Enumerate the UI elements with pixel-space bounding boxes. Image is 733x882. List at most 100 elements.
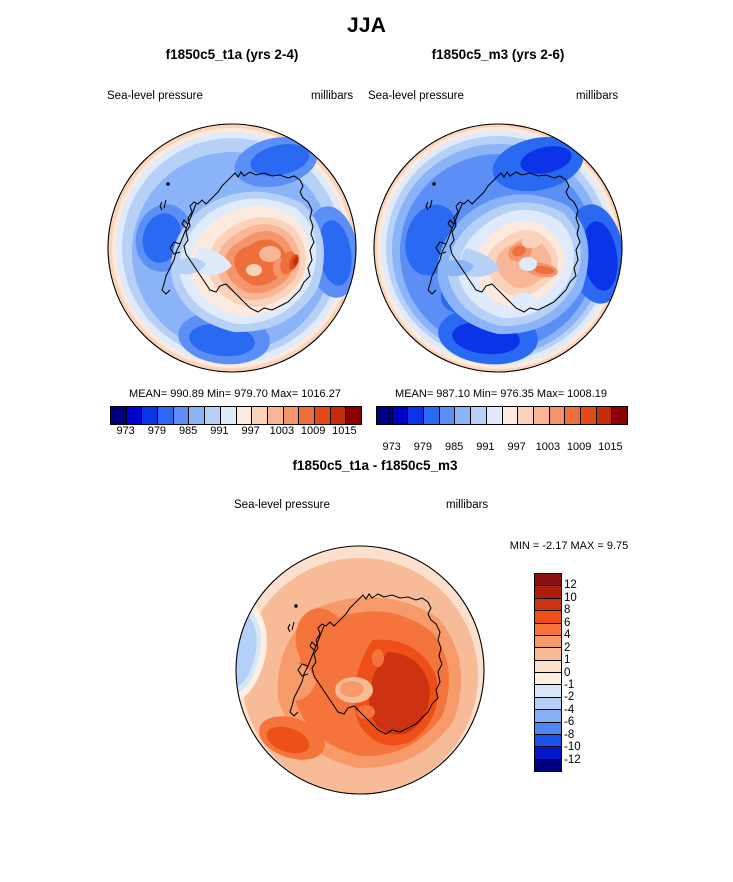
- colorbar-tick-label: 985: [178, 425, 198, 437]
- colorbar-segment: [580, 407, 597, 424]
- colorbar-tick-label: 1: [564, 654, 571, 667]
- map-panel-left: [104, 120, 360, 382]
- colorbar-segment: [189, 407, 206, 424]
- colorbar-tick-label: 1009: [300, 425, 326, 437]
- colorbar-segment: [330, 407, 347, 424]
- colorbar-segment: [314, 407, 331, 424]
- colorbar-segment: [267, 407, 284, 424]
- colorbar-tick-label: -12: [564, 753, 581, 766]
- colorbar-right-labels: 973 979 985 991 997 1003 1009 1015: [376, 441, 626, 457]
- map-boundary-left: [107, 123, 357, 373]
- colorbar-tick-label: -2: [564, 691, 575, 704]
- coastline-left: [159, 171, 315, 313]
- colorbar-tick-label: -1: [564, 678, 575, 691]
- colorbar-segment: [299, 407, 315, 424]
- colorbar-tick-label: 2: [564, 641, 571, 654]
- colorbar-segment: [283, 407, 300, 424]
- colorbar-tick-label: 6: [564, 616, 571, 629]
- colorbar-tick-label: -4: [564, 703, 575, 716]
- colorbar-segment: [252, 407, 268, 424]
- colorbar-segment: [158, 407, 174, 424]
- colorbar-left: [110, 406, 362, 425]
- colorbar-diff-labels: 12 10 8 6 4 2 1 0 -1 -2 -4 -6 -8 -10 -12: [564, 573, 604, 772]
- colorbar-segment: [535, 710, 561, 723]
- colorbar-segment: [205, 407, 221, 424]
- map-panel-diff: [232, 542, 488, 804]
- panel-title-right: f1850c5_m3 (yrs 2-6): [431, 47, 565, 62]
- colorbar-segment: [173, 407, 190, 424]
- colorbar-segment: [535, 697, 561, 711]
- colorbar-tick-label: 985: [444, 441, 464, 453]
- colorbar-segment: [346, 407, 361, 424]
- colorbar-segment: [535, 623, 561, 636]
- unit-label-right: millibars: [576, 90, 619, 102]
- variable-label-right: Sea-level pressure: [368, 90, 464, 102]
- colorbar-right: [376, 406, 628, 425]
- colorbar-segment: [535, 759, 561, 771]
- colorbar-tick-label: 1015: [332, 425, 357, 437]
- polar-map-diff: [235, 545, 485, 795]
- map-fill-right: [374, 124, 622, 372]
- colorbar-segment: [535, 673, 561, 686]
- map-fill-diff: [236, 546, 484, 794]
- colorbar-segment: [596, 407, 613, 424]
- colorbar-segment: [236, 407, 253, 424]
- colorbar-segment: [549, 407, 566, 424]
- colorbar-segment: [535, 598, 561, 612]
- colorbar-tick-label: 997: [241, 425, 260, 437]
- colorbar-tick-label: -6: [564, 716, 575, 729]
- colorbar-segment: [535, 648, 561, 661]
- stats-right: MEAN= 987.10 Min= 976.35 Max= 1008.19: [395, 388, 607, 400]
- page-title: JJA: [346, 14, 387, 37]
- colorbar-segment: [424, 407, 440, 424]
- colorbar-segment: [455, 407, 472, 424]
- colorbar-segment: [502, 407, 519, 424]
- colorbar-segment: [486, 407, 503, 424]
- colorbar-tick-label: -10: [564, 741, 581, 754]
- colorbar-segment: [392, 407, 409, 424]
- colorbar-tick-label: 1015: [598, 441, 623, 453]
- colorbar-tick-label: 973: [382, 441, 401, 453]
- colorbar-segment: [535, 635, 561, 649]
- colorbar-tick-label: -8: [564, 728, 575, 741]
- colorbar-segment: [612, 407, 627, 424]
- colorbar-tick-label: 8: [564, 604, 571, 617]
- map-boundary-right: [373, 123, 623, 373]
- colorbar-tick-label: 991: [476, 441, 495, 453]
- colorbar-segment: [377, 407, 393, 424]
- stats-diff: MIN = -2.17 MAX = 9.75: [509, 540, 629, 552]
- polar-map-right: [373, 123, 623, 373]
- colorbar-segment: [535, 611, 561, 624]
- variable-label-diff: Sea-level pressure: [234, 499, 330, 511]
- colorbar-segment: [533, 407, 550, 424]
- colorbar-tick-label: 991: [210, 425, 229, 437]
- colorbar-segment: [535, 574, 561, 587]
- colorbar-tick-label: 4: [564, 629, 571, 642]
- colorbar-tick-label: 1003: [269, 425, 295, 437]
- colorbar-diff: [534, 573, 562, 772]
- colorbar-tick-label: 10: [564, 591, 577, 604]
- panel-title-left: f1850c5_t1a (yrs 2-4): [165, 47, 299, 62]
- map-fill-left: [108, 124, 356, 372]
- colorbar-tick-label: 0: [564, 666, 571, 679]
- unit-label-diff: millibars: [446, 499, 489, 511]
- colorbar-segment: [535, 660, 561, 673]
- map-boundary-diff: [235, 545, 485, 795]
- colorbar-tick-label: 1003: [535, 441, 561, 453]
- colorbar-segment: [565, 407, 581, 424]
- colorbar-segment: [439, 407, 456, 424]
- colorbar-segment: [535, 734, 561, 748]
- colorbar-segment: [518, 407, 534, 424]
- colorbar-left-labels: 973 979 985 991 997 1003 1009 1015: [110, 425, 360, 441]
- colorbar-segment: [142, 407, 159, 424]
- colorbar-segment: [535, 747, 561, 760]
- colorbar-tick-label: 997: [507, 441, 526, 453]
- coastline-diff: [287, 593, 443, 735]
- colorbar-tick-label: 979: [413, 441, 433, 453]
- colorbar-tick-label: 979: [147, 425, 167, 437]
- colorbar-segment: [471, 407, 487, 424]
- colorbar-segment: [111, 407, 127, 424]
- colorbar-segment: [126, 407, 143, 424]
- stats-left: MEAN= 990.89 Min= 979.70 Max= 1016.27: [129, 388, 341, 400]
- colorbar-tick-label: 12: [564, 579, 577, 592]
